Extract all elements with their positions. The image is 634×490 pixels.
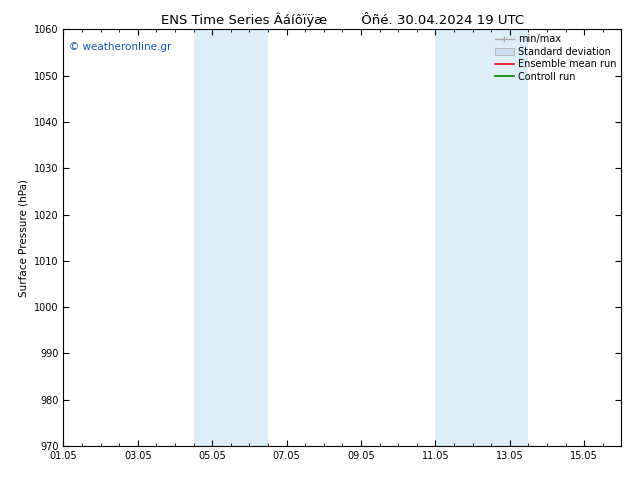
- Bar: [436, 29, 528, 446]
- Y-axis label: Surface Pressure (hPa): Surface Pressure (hPa): [18, 179, 29, 296]
- Bar: [193, 29, 268, 446]
- Text: © weatheronline.gr: © weatheronline.gr: [69, 42, 171, 52]
- Title: ENS Time Series Âáíôïÿæ        Ôñé. 30.04.2024 19 UTC: ENS Time Series Âáíôïÿæ Ôñé. 30.04.2024 …: [161, 12, 524, 27]
- Legend: min/max, Standard deviation, Ensemble mean run, Controll run: min/max, Standard deviation, Ensemble me…: [493, 32, 618, 83]
